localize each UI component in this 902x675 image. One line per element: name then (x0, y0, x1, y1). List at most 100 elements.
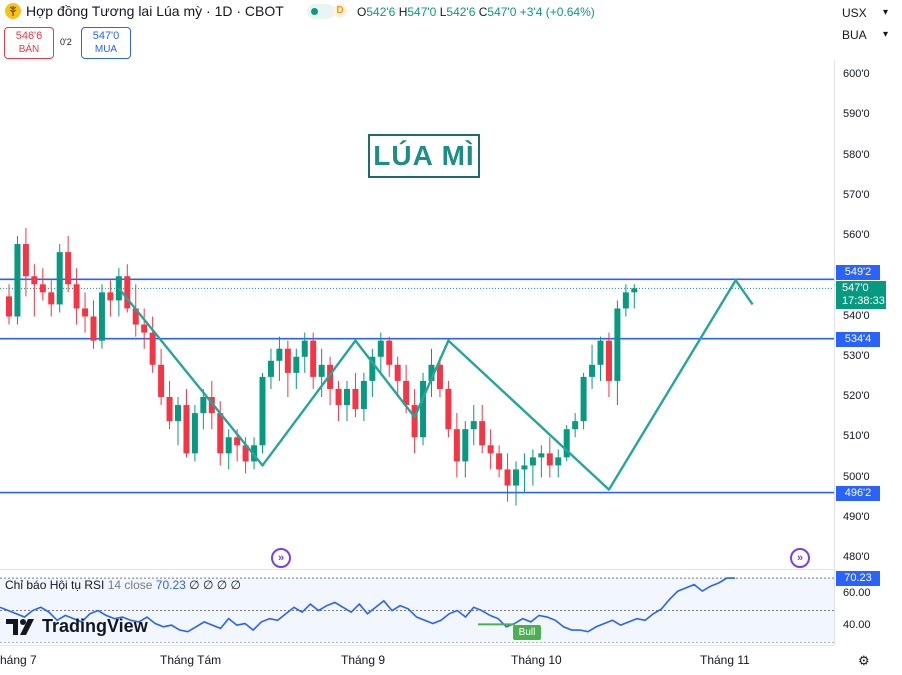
candle-body (386, 340, 393, 365)
month-label-sep: Tháng 9 (341, 653, 386, 667)
rsi-pane[interactable] (0, 570, 834, 643)
high-value: 547'0 (407, 5, 437, 19)
candle-body (563, 429, 570, 458)
pane-divider[interactable] (0, 569, 834, 570)
spread-value: 0'2 (60, 37, 72, 47)
candle-body (580, 376, 587, 422)
chevron-down-icon: ▾ (882, 29, 888, 40)
currency-dropdown[interactable]: USX ▾ (838, 2, 894, 24)
candle-body (284, 348, 291, 373)
candle-body (546, 453, 553, 466)
candle-body (56, 252, 63, 305)
price-tick: 480'0 (843, 551, 870, 563)
delayed-data-badge[interactable]: D (333, 4, 347, 18)
candle-body (22, 244, 29, 277)
low-label: L (439, 5, 447, 19)
rsi-tick-40: 40.00 (843, 619, 871, 631)
candle-body (242, 445, 249, 462)
candle-body (597, 340, 604, 365)
candle-body (487, 445, 494, 454)
low-value: 542'6 (446, 5, 476, 19)
candle-body (259, 376, 266, 446)
tradingview-logo-text: TradingView (42, 616, 148, 636)
candle-body (436, 364, 443, 389)
candle-body (555, 457, 562, 466)
month-label-jul: háng 7 (0, 653, 37, 667)
rsi-value: 70.23 (155, 578, 186, 592)
scroll-to-realtime-icon[interactable]: » (790, 548, 810, 568)
candle-body (149, 332, 156, 365)
buy-price: 547'0 (92, 30, 120, 42)
candle-body (589, 364, 596, 377)
go-to-date-icon[interactable]: » (271, 548, 291, 568)
buy-label: MUA (94, 44, 118, 55)
candle-body (82, 308, 89, 317)
candle-body (631, 288, 638, 293)
candle-body (344, 388, 350, 406)
time-axis-divider (0, 645, 834, 646)
candle-body (175, 405, 181, 422)
bull-divergence-badge: Bull (513, 625, 541, 640)
resistance-level-label: 549'2 (836, 265, 880, 280)
candle-body (622, 292, 629, 309)
change-value: +3'4 (+0.64%) (519, 5, 595, 19)
candle-body (572, 421, 579, 430)
middle-level-label: 534'4 (836, 332, 880, 347)
candle-body (479, 421, 486, 446)
settings-gear-icon[interactable]: ⚙ (858, 653, 870, 668)
candle-body (6, 296, 12, 317)
candle-body (132, 308, 139, 325)
candle-body (65, 252, 72, 285)
candle-body (73, 284, 80, 309)
price-axis-border (834, 60, 835, 645)
price-tick: 520'0 (843, 390, 870, 402)
sell-label: BÁN (18, 44, 40, 55)
candle-body (217, 413, 224, 454)
candle-body (327, 364, 334, 389)
candle-body (521, 465, 528, 470)
buy-button[interactable]: 547'0 MUA (81, 27, 131, 59)
price-tick: 510'0 (843, 430, 870, 443)
candle-body (538, 453, 545, 458)
candle-body (293, 356, 300, 373)
rsi-legend[interactable]: Chỉ báo Hội tụ RSI 14 close 70.23 ∅ ∅ ∅ … (5, 578, 241, 592)
candle-body (403, 380, 410, 406)
price-tick: 560'0 (843, 229, 870, 241)
candle-body (394, 364, 401, 381)
candle-body (318, 364, 325, 377)
symbol-logo-icon (5, 3, 21, 19)
open-value: 542'6 (366, 5, 396, 19)
price-tick: 600'0 (843, 68, 870, 80)
candle-body (352, 388, 359, 410)
candle-body (158, 364, 165, 397)
close-value: 547'0 (487, 5, 517, 19)
market-status-badge[interactable] (307, 4, 335, 19)
support-level-label: 496'2 (836, 486, 880, 501)
rsi-line (0, 577, 735, 633)
symbol-title[interactable]: Hợp đồng Tương lai Lúa mỳ · 1D · CBOT (26, 3, 284, 19)
candle-body (208, 397, 215, 414)
rsi-current-label: 70.23 (836, 571, 880, 586)
candle-body (420, 380, 427, 438)
high-label: H (398, 5, 408, 19)
candle-body (614, 308, 621, 381)
candle-body (98, 292, 105, 341)
open-label: O (357, 5, 367, 19)
candle-body (200, 397, 207, 414)
price-tick: 490'0 (843, 510, 870, 523)
currency-value: USX (842, 6, 867, 20)
price-tick: 540'0 (843, 309, 870, 322)
candle-body (124, 276, 131, 309)
candle-body (267, 360, 274, 377)
bar-countdown: 17:38:33 (842, 295, 885, 307)
unit-dropdown[interactable]: BUA ▾ (838, 24, 894, 46)
sell-button[interactable]: 546'6 BÁN (4, 27, 54, 59)
candle-body (310, 340, 317, 377)
candle-body (141, 324, 148, 333)
overlay-title: LÚA MÌ (368, 134, 480, 178)
price-tick: 570'0 (843, 188, 870, 201)
price-tick: 590'0 (843, 108, 870, 121)
candle-body (529, 457, 536, 466)
last-price-label: 547'0 17:38:33 (836, 281, 886, 309)
price-chart[interactable] (0, 0, 834, 569)
